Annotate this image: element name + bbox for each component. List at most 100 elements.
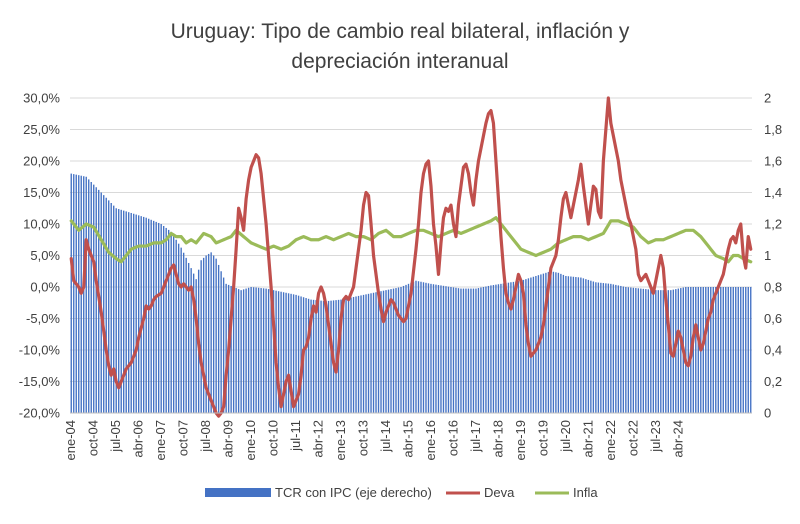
tcr-bar bbox=[180, 247, 182, 414]
left-tick-label: 30,0% bbox=[23, 91, 60, 106]
tcr-bar bbox=[185, 257, 187, 413]
tcr-bar bbox=[452, 287, 455, 413]
tcr-bar bbox=[310, 299, 312, 413]
legend-label-tcr: TCR con IPC (eje derecho) bbox=[275, 485, 432, 500]
tcr-bar bbox=[587, 279, 590, 413]
tcr-bar bbox=[340, 299, 342, 413]
tcr-bar bbox=[677, 288, 679, 413]
x-tick-label: ene-13 bbox=[333, 420, 348, 460]
right-tick-label: 0 bbox=[764, 406, 771, 421]
tcr-bar bbox=[135, 214, 137, 413]
tcr-bar bbox=[93, 184, 95, 414]
tcr-bar bbox=[290, 293, 292, 413]
tcr-bar bbox=[375, 292, 377, 413]
tcr-bar bbox=[600, 282, 602, 413]
tcr-bar bbox=[432, 284, 435, 413]
tcr-bar bbox=[292, 294, 295, 413]
tcr-bar bbox=[532, 276, 535, 413]
tcr-bar bbox=[230, 285, 232, 413]
tcr-bar bbox=[312, 299, 315, 413]
tcr-bar bbox=[525, 279, 527, 414]
tcr-bar bbox=[390, 289, 392, 413]
tcr-bar bbox=[365, 294, 367, 413]
right-tick-label: 0,2 bbox=[764, 374, 782, 389]
x-tick-label: ene-07 bbox=[153, 420, 168, 460]
tcr-bar bbox=[205, 255, 207, 413]
tcr-bar bbox=[317, 300, 320, 413]
tcr-bar bbox=[647, 289, 650, 413]
tcr-bar bbox=[702, 287, 704, 413]
line-series bbox=[69, 96, 753, 418]
tcr-bar bbox=[385, 290, 387, 413]
tcr-bar bbox=[200, 260, 202, 413]
tcr-bar bbox=[535, 275, 537, 413]
x-tick-label: abr-09 bbox=[221, 420, 236, 458]
tcr-bar bbox=[632, 287, 635, 413]
tcr-bar bbox=[745, 287, 747, 413]
right-axis: 0 0,2 0,4 0,6 0,8 1 1,2 1,4 1,6 1,8 2 bbox=[764, 91, 782, 421]
chart-title-line-1: Uruguay: Tipo de cambio real bilateral, … bbox=[171, 20, 630, 43]
tcr-bar bbox=[325, 301, 327, 413]
tcr-bar bbox=[575, 277, 577, 413]
infla-line bbox=[69, 216, 753, 264]
tcr-bar bbox=[472, 288, 475, 413]
tcr-bar bbox=[158, 222, 160, 413]
tcr-bar bbox=[660, 290, 662, 413]
tcr-bar bbox=[455, 287, 457, 413]
tcr-bar bbox=[170, 231, 172, 414]
tcr-bar bbox=[685, 287, 687, 413]
right-tick-label: 0,6 bbox=[764, 311, 782, 326]
tcr-bar bbox=[262, 288, 265, 413]
tcr-bar bbox=[422, 282, 425, 413]
tcr-bar bbox=[447, 286, 450, 413]
tcr-bar bbox=[510, 282, 512, 413]
tcr-bar bbox=[662, 290, 664, 413]
tcr-bar bbox=[320, 300, 322, 413]
left-tick-label: 15,0% bbox=[23, 185, 60, 200]
tcr-bar bbox=[520, 280, 522, 413]
deva-line bbox=[69, 96, 753, 418]
tcr-bar bbox=[265, 288, 267, 413]
tcr-bar bbox=[505, 283, 507, 413]
legend-swatch-tcr bbox=[205, 488, 271, 497]
tcr-bar bbox=[232, 287, 235, 413]
tcr-bar bbox=[450, 287, 452, 413]
x-tick-label: oct-07 bbox=[176, 420, 191, 456]
tcr-bar bbox=[140, 216, 142, 414]
tcr-bar bbox=[215, 258, 217, 413]
tcr-bar bbox=[727, 287, 729, 413]
tcr-bar bbox=[592, 281, 595, 413]
tcr-bar bbox=[617, 285, 620, 413]
tcr-bar bbox=[90, 182, 92, 413]
tcr-bar bbox=[95, 187, 97, 413]
tcr-bar bbox=[420, 281, 422, 413]
tcr-bar bbox=[405, 284, 407, 413]
tcr-bar bbox=[410, 282, 412, 413]
tcr-bar bbox=[252, 287, 255, 413]
tcr-bar bbox=[415, 280, 417, 413]
tcr-bar bbox=[692, 287, 694, 413]
tcr-bar bbox=[138, 215, 140, 413]
tcr-bar bbox=[612, 284, 615, 414]
tcr-bar bbox=[650, 289, 652, 414]
tcr-bar bbox=[597, 282, 600, 413]
tcr-bar bbox=[477, 288, 480, 413]
tcr-bar bbox=[272, 290, 275, 413]
tcr-bar bbox=[482, 287, 485, 413]
tcr-bar bbox=[667, 290, 669, 413]
x-tick-label: jul-08 bbox=[198, 420, 213, 453]
tcr-bar bbox=[202, 257, 205, 413]
x-tick-label: jul-11 bbox=[288, 420, 303, 452]
tcr-bar bbox=[585, 279, 587, 414]
tcr-bar bbox=[417, 281, 420, 413]
tcr-bar bbox=[407, 283, 410, 413]
tcr-bar bbox=[115, 208, 117, 413]
tcr-bar bbox=[707, 287, 709, 413]
left-tick-label: -10,0% bbox=[19, 343, 61, 358]
tcr-bar bbox=[557, 272, 560, 413]
x-tick-label: abr-12 bbox=[311, 420, 326, 458]
tcr-bar bbox=[605, 283, 607, 413]
x-tick-label: ene-04 bbox=[63, 420, 78, 460]
x-tick-label: oct-10 bbox=[266, 420, 281, 456]
tcr-bar bbox=[280, 291, 282, 413]
